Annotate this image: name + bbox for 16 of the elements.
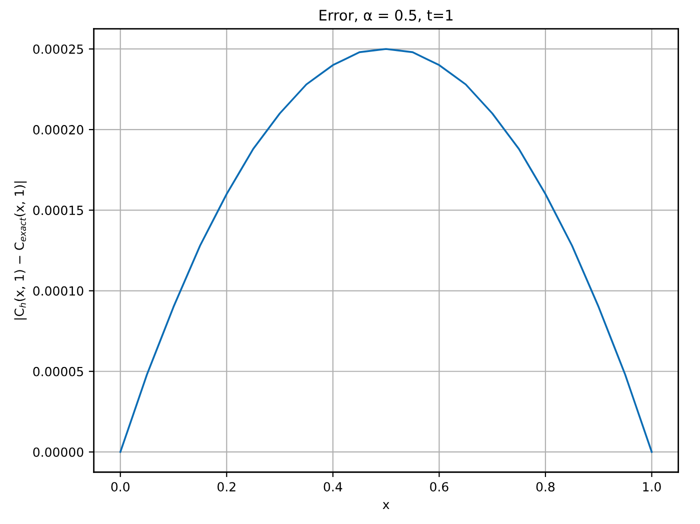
y-axis-title: |C$_{h}$(x, 1) − C$_{exact}$(x, 1)| <box>14 182 27 320</box>
y-tick-label: 0.00020 <box>33 125 84 134</box>
x-tick-label: 0.4 <box>324 482 342 492</box>
line-series <box>119 48 653 453</box>
chart-title: Error, α = 0.5, t=1 <box>320 10 452 22</box>
x-tick-label: 0.0 <box>111 482 130 492</box>
y-tick-label: 0.00010 <box>33 286 84 296</box>
y-tick-label: 0.00025 <box>33 44 83 54</box>
y-tick-label: 0.00005 <box>33 366 83 376</box>
y-tick-label: 0.00000 <box>33 447 84 457</box>
x-tick-label: 0.2 <box>218 482 236 492</box>
x-tick-label: 0.8 <box>536 482 555 492</box>
x-tick-label: 0.6 <box>430 482 448 492</box>
y-tick-label: 0.00015 <box>33 206 83 216</box>
x-tick-label: 1.0 <box>643 482 661 492</box>
x-axis-title: x <box>382 502 390 509</box>
